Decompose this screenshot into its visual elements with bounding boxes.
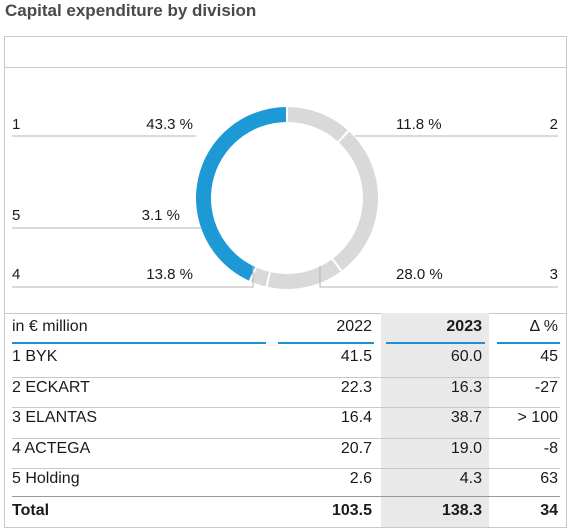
total-2023: 138.3 — [441, 502, 482, 519]
table-cell-delta: -27 — [534, 378, 558, 396]
leader-line-3 — [319, 266, 558, 288]
row-rule — [12, 376, 560, 378]
chart-frame — [4, 36, 567, 528]
table-cell-2022: 22.3 — [340, 378, 372, 396]
table-header-delta: Δ % — [529, 318, 558, 335]
table-cell-2023: 4.3 — [459, 470, 482, 487]
donut-slice-5 — [250, 267, 270, 287]
table-cell-2022: 41.5 — [340, 348, 372, 365]
table-cell-2023: 60.0 — [450, 348, 482, 365]
table-cell-2023: 16.3 — [450, 378, 482, 396]
frame-header-band — [5, 37, 566, 68]
table-cell-2023: 19.0 — [450, 439, 482, 457]
table-cell-2023: 38.7 — [450, 409, 482, 426]
slice-label-3: 3 — [549, 266, 558, 283]
header-rule-label — [12, 342, 266, 344]
slice-percent-5: 3.1 % — [141, 207, 180, 224]
table-cell-2022: 2.6 — [349, 470, 372, 487]
total-delta: 34 — [540, 502, 558, 519]
slice-label-5: 5 — [12, 207, 21, 224]
slice-percent-1: 43.3 % — [146, 116, 193, 133]
table-cell-delta: 63 — [540, 470, 558, 487]
header-rule-2023 — [386, 342, 485, 344]
table-cell-delta: -8 — [543, 439, 558, 457]
table-cell-delta: > 100 — [517, 409, 558, 426]
slice-percent-4: 13.8 % — [146, 266, 193, 283]
table-cell-2022: 16.4 — [340, 409, 372, 426]
table-cell-delta: 45 — [540, 348, 558, 365]
total-label: Total — [12, 502, 50, 519]
table-cell-2022: 20.7 — [340, 439, 372, 457]
row-rule — [12, 468, 560, 469]
leader-line-4 — [12, 266, 254, 288]
header-rule-delta — [497, 342, 560, 344]
table-header-unit: in € million — [12, 318, 88, 335]
chart-title: Capital expenditure by division — [5, 1, 257, 20]
total-rule — [12, 496, 560, 497]
donut-slice-4 — [267, 259, 341, 289]
slice-label-4: 4 — [12, 266, 21, 283]
column-2023-highlight — [381, 313, 489, 527]
row-rule — [12, 437, 560, 439]
row-rule — [12, 407, 560, 408]
donut-slice-1 — [195, 107, 287, 281]
donut-slice-2 — [287, 107, 348, 142]
table-cell-name: 3 ELANTAS — [12, 409, 98, 426]
total-2022: 103.5 — [331, 502, 372, 519]
slice-percent-2: 11.8 % — [396, 116, 442, 133]
donut-slice-3 — [333, 131, 378, 271]
table-header-2022: 2022 — [336, 318, 372, 335]
table-header-2023: 2023 — [446, 318, 482, 335]
table-cell-name: 2 ECKART — [12, 378, 90, 396]
table-cell-name: 5 Holding — [12, 470, 80, 487]
table-cell-name: 1 BYK — [12, 348, 58, 365]
header-rule-2022 — [278, 342, 374, 344]
slice-label-1: 1 — [12, 116, 21, 133]
slice-percent-3: 28.0 % — [396, 266, 443, 283]
section-divider — [4, 313, 567, 314]
slice-label-2: 2 — [549, 116, 558, 133]
table-cell-name: 4 ACTEGA — [12, 439, 91, 457]
